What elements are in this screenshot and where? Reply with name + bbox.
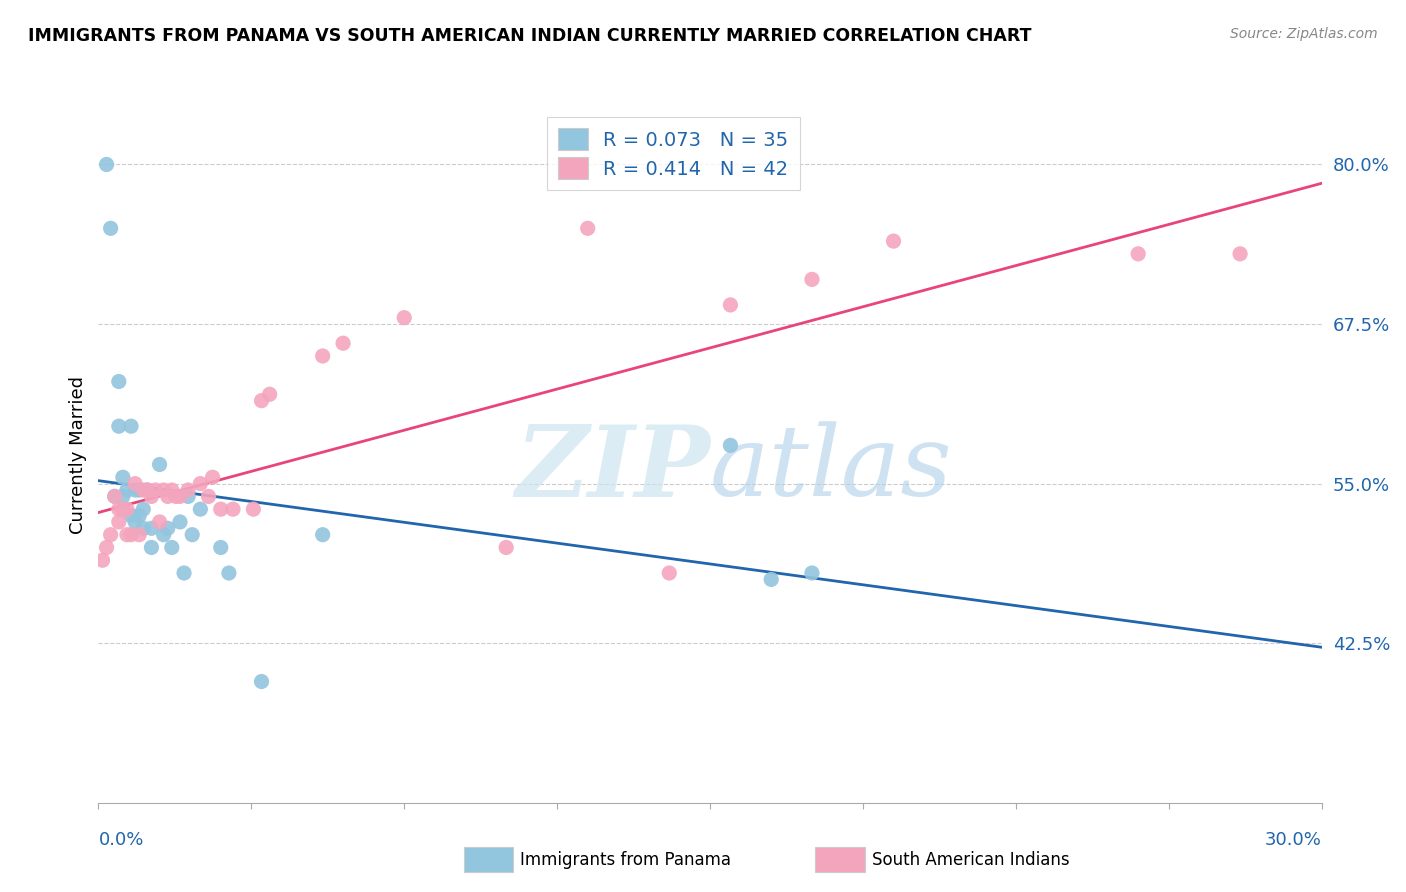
Point	[718, 438, 742, 452]
Point	[156, 490, 179, 504]
Point	[132, 502, 155, 516]
Point	[1128, 247, 1150, 261]
Point	[120, 527, 142, 541]
Point	[141, 541, 163, 555]
Point	[209, 541, 232, 555]
Text: ZIP: ZIP	[515, 421, 710, 517]
Point	[173, 566, 195, 580]
Point	[100, 221, 122, 235]
Point	[495, 541, 517, 555]
Point	[169, 490, 191, 504]
Point	[120, 508, 142, 523]
Point	[128, 483, 150, 497]
Point	[181, 527, 204, 541]
Point	[801, 566, 824, 580]
Point	[108, 502, 131, 516]
Point	[392, 310, 416, 325]
Point	[883, 234, 905, 248]
Point	[152, 483, 174, 497]
Point	[250, 674, 273, 689]
Point	[132, 483, 155, 497]
Text: South American Indians: South American Indians	[872, 851, 1070, 869]
Point	[761, 573, 783, 587]
Point	[115, 502, 138, 516]
Point	[108, 419, 131, 434]
Point	[576, 221, 599, 235]
Point	[160, 541, 183, 555]
Point	[177, 483, 200, 497]
Point	[209, 502, 232, 516]
Text: 0.0%: 0.0%	[98, 830, 143, 849]
Point	[124, 515, 146, 529]
Point	[108, 515, 131, 529]
Point	[332, 336, 354, 351]
Point	[201, 470, 224, 484]
Point	[222, 502, 245, 516]
Point	[104, 490, 127, 504]
Point	[169, 515, 191, 529]
Text: IMMIGRANTS FROM PANAMA VS SOUTH AMERICAN INDIAN CURRENTLY MARRIED CORRELATION CH: IMMIGRANTS FROM PANAMA VS SOUTH AMERICAN…	[28, 27, 1032, 45]
Point	[124, 483, 146, 497]
Point	[160, 483, 183, 497]
Point	[156, 521, 179, 535]
Point	[242, 502, 264, 516]
Point	[136, 483, 159, 497]
Point	[259, 387, 281, 401]
Point	[152, 527, 174, 541]
Point	[115, 483, 138, 497]
Point	[312, 349, 335, 363]
Point	[132, 521, 155, 535]
Point	[111, 502, 134, 516]
Point	[124, 476, 146, 491]
Point	[197, 490, 219, 504]
Point	[718, 298, 742, 312]
Point	[100, 527, 122, 541]
Point	[801, 272, 824, 286]
Point	[128, 508, 150, 523]
Text: atlas: atlas	[710, 421, 953, 516]
Y-axis label: Currently Married: Currently Married	[69, 376, 87, 534]
Point	[111, 490, 134, 504]
Point	[96, 157, 118, 171]
Text: 30.0%: 30.0%	[1265, 830, 1322, 849]
Point	[91, 553, 114, 567]
Text: Immigrants from Panama: Immigrants from Panama	[520, 851, 731, 869]
Point	[141, 521, 163, 535]
Point	[96, 541, 118, 555]
Point	[128, 527, 150, 541]
Point	[145, 483, 167, 497]
Point	[165, 490, 187, 504]
Point	[149, 515, 172, 529]
Point	[136, 483, 159, 497]
Point	[111, 470, 134, 484]
Point	[312, 527, 335, 541]
Point	[1229, 247, 1251, 261]
Point	[250, 393, 273, 408]
Point	[149, 458, 172, 472]
Point	[141, 490, 163, 504]
Text: Source: ZipAtlas.com: Source: ZipAtlas.com	[1230, 27, 1378, 41]
Point	[104, 490, 127, 504]
Point	[658, 566, 681, 580]
Legend: R = 0.073   N = 35, R = 0.414   N = 42: R = 0.073 N = 35, R = 0.414 N = 42	[547, 117, 800, 190]
Point	[188, 476, 212, 491]
Point	[108, 375, 131, 389]
Point	[120, 419, 142, 434]
Point	[177, 490, 200, 504]
Point	[115, 527, 138, 541]
Point	[188, 502, 212, 516]
Point	[218, 566, 240, 580]
